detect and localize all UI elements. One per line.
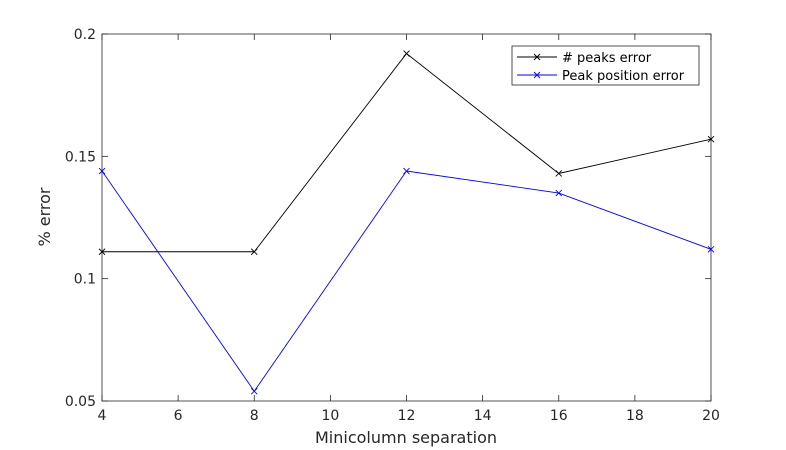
y-tick-label: 0.2 [74, 27, 96, 43]
y-tick-label: 0.1 [74, 272, 96, 288]
tick-labels: 4 6 8 10 12 14 16 18 20 0.05 0.1 0.15 0.2 [65, 27, 720, 424]
data-point-marker [403, 167, 410, 175]
x-tick-label: 4 [98, 408, 107, 424]
data-point-marker [707, 135, 715, 143]
x-tick-label: 18 [626, 408, 644, 424]
legend-box [511, 45, 700, 86]
y-axis-label: % error [35, 187, 54, 246]
x-tick-label: 10 [321, 408, 339, 424]
x-tick-label: 16 [550, 408, 568, 424]
data-point-marker [98, 248, 106, 256]
legend-label: # peaks error [562, 51, 652, 66]
x-tick-label: 20 [702, 408, 720, 424]
legend-entry: Peak position error [517, 69, 685, 84]
plot-area [101, 33, 712, 402]
x-tick-label: 6 [174, 408, 183, 424]
data-point-marker [403, 50, 410, 57]
x-tick-label: 8 [250, 408, 259, 424]
data-point-marker [250, 248, 258, 256]
y-tick-label: 0.05 [65, 394, 96, 410]
legend: # peaks error Peak position error [511, 45, 700, 86]
legend-label: Peak position error [562, 69, 685, 84]
x-tick-label: 14 [474, 408, 492, 424]
x-axis-label: Minicolumn separation [315, 428, 497, 447]
series-1 [98, 50, 715, 256]
series-2 [98, 167, 715, 395]
legend-entry: # peaks error [517, 51, 652, 66]
data-point-marker [250, 387, 258, 395]
x-tick-label: 12 [398, 408, 416, 424]
data-point-marker [98, 167, 106, 175]
y-tick-label: 0.15 [65, 149, 96, 165]
axis-ticks [101, 33, 712, 402]
data-point-marker [555, 189, 563, 197]
series-layer [98, 50, 715, 395]
data-point-marker [555, 170, 563, 177]
data-point-marker [707, 245, 715, 253]
